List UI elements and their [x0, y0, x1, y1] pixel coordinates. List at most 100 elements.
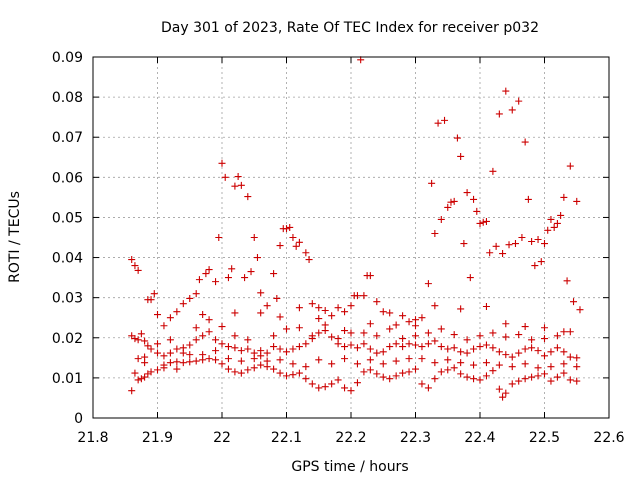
data-point — [437, 215, 445, 223]
data-point — [273, 294, 281, 302]
grid-lines — [93, 57, 609, 418]
data-point — [147, 296, 155, 304]
data-point — [224, 274, 232, 282]
data-point — [202, 270, 210, 278]
data-point — [457, 348, 465, 356]
data-point — [541, 352, 548, 360]
data-point — [315, 304, 323, 312]
data-point — [528, 344, 536, 352]
data-point — [315, 315, 323, 323]
data-point — [470, 345, 478, 353]
data-point — [286, 223, 294, 231]
data-point — [218, 360, 226, 368]
data-point — [518, 234, 526, 241]
data-point — [379, 348, 387, 356]
data-point — [231, 182, 239, 190]
data-point — [489, 167, 497, 175]
data-point — [160, 361, 168, 369]
data-point — [295, 238, 303, 246]
data-point — [541, 370, 548, 378]
data-point — [431, 302, 439, 310]
x-tick-label: 22.4 — [464, 430, 495, 446]
data-point — [205, 316, 213, 324]
data-point — [205, 355, 213, 363]
data-point — [412, 332, 419, 340]
data-point — [450, 331, 458, 339]
data-point — [328, 380, 336, 388]
data-point — [444, 366, 452, 374]
data-point — [505, 241, 513, 249]
data-point — [412, 341, 419, 349]
data-point — [244, 366, 252, 374]
data-point — [302, 363, 310, 371]
data-point — [473, 207, 481, 215]
data-point — [412, 365, 419, 373]
data-point — [379, 360, 387, 368]
data-point — [528, 336, 536, 344]
data-point — [308, 380, 316, 388]
data-point — [257, 347, 265, 355]
data-point — [160, 322, 168, 330]
data-point — [334, 304, 342, 312]
data-point — [270, 270, 278, 278]
data-point — [308, 300, 316, 308]
y-tick-label: 0.04 — [52, 251, 83, 267]
data-point — [315, 356, 323, 364]
data-point — [444, 203, 452, 211]
x-tick-label: 21.9 — [142, 430, 173, 446]
data-point — [437, 325, 445, 333]
data-point — [128, 387, 136, 395]
data-point — [547, 363, 555, 371]
data-point — [502, 333, 510, 341]
data-point — [221, 173, 229, 181]
data-point — [386, 343, 394, 351]
data-point — [186, 341, 194, 349]
data-point — [547, 215, 555, 223]
data-point — [553, 219, 561, 227]
data-point — [160, 352, 168, 360]
data-point — [541, 335, 548, 343]
data-point — [434, 119, 442, 127]
data-point — [521, 360, 529, 368]
data-point — [463, 373, 471, 381]
data-point — [528, 373, 536, 381]
data-point — [476, 219, 484, 227]
data-point — [241, 274, 249, 282]
data-point — [237, 369, 245, 377]
data-point — [515, 97, 523, 105]
data-point — [283, 325, 290, 333]
data-point — [482, 302, 490, 310]
data-point — [460, 240, 468, 248]
data-point — [399, 343, 407, 351]
data-point — [405, 368, 413, 376]
data-point — [573, 377, 581, 385]
data-point — [566, 162, 574, 170]
data-point — [137, 375, 145, 383]
y-tick-label: 0 — [74, 411, 83, 427]
data-point — [495, 361, 503, 369]
data-point — [453, 134, 461, 142]
data-point — [482, 372, 490, 380]
data-point — [431, 229, 439, 237]
data-point — [424, 384, 432, 392]
data-point — [231, 368, 239, 376]
data-point — [270, 343, 278, 351]
data-point — [341, 384, 349, 392]
data-point — [524, 195, 532, 203]
data-point — [360, 368, 368, 376]
data-point — [366, 345, 374, 353]
data-point — [144, 342, 152, 350]
data-point — [499, 393, 507, 401]
data-point — [302, 249, 310, 257]
data-point — [366, 366, 374, 374]
data-point — [531, 262, 539, 270]
data-point — [437, 368, 445, 376]
data-point — [347, 341, 355, 349]
data-point — [521, 345, 529, 353]
data-point — [508, 353, 516, 361]
data-point — [437, 343, 445, 351]
data-point — [263, 357, 271, 365]
data-point — [553, 373, 561, 381]
data-point — [560, 193, 568, 201]
